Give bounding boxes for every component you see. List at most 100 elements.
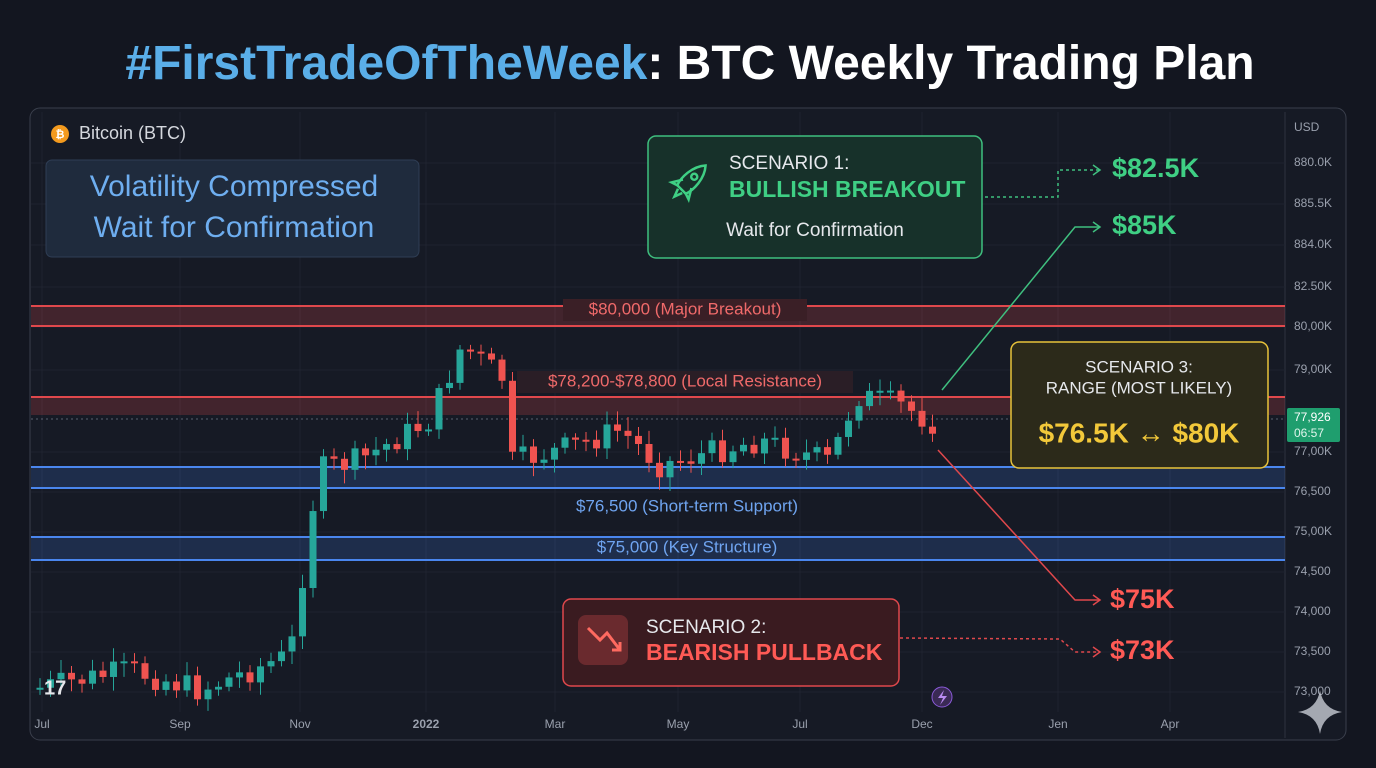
candle-body [131, 661, 138, 664]
time-label: 2022 [413, 717, 440, 731]
candle-body [498, 359, 506, 381]
candle-body [173, 681, 180, 691]
candle-body [572, 437, 579, 440]
note-box [45, 159, 420, 258]
scenario-label: SCENARIO 2: [646, 617, 766, 638]
candle-body [47, 679, 54, 688]
arrow-head [1092, 221, 1102, 233]
note-line: Volatility Compressed [90, 170, 378, 203]
candle-body [414, 423, 422, 432]
candle-body [393, 444, 401, 450]
candle-body [624, 430, 632, 436]
candle-body [89, 670, 96, 684]
scenario-range: $76.5K ↔ $80K [1039, 417, 1240, 448]
candle-body [887, 390, 894, 393]
candle-body [267, 661, 275, 667]
price-label: 82.50K [1294, 279, 1332, 293]
candle-body [729, 451, 737, 463]
trend-icon [586, 626, 622, 652]
title-rest: : BTC Weekly Trading Plan [647, 37, 1254, 90]
time-label: Nov [289, 717, 310, 731]
target: $85K [1112, 210, 1177, 240]
candle-body [404, 423, 411, 450]
candle-body [656, 462, 663, 478]
price-label: 880.0K [1294, 155, 1332, 169]
candle-body [162, 681, 170, 690]
candle-body [834, 436, 842, 455]
currency: USD [1294, 120, 1320, 134]
level-label-bg [517, 371, 853, 393]
candle-body [635, 435, 642, 444]
candle-body [351, 448, 359, 470]
candle-body [708, 440, 716, 454]
scenario-subtitle: Wait for Confirmation [726, 220, 904, 241]
candle-body [603, 424, 611, 449]
candle-body [824, 447, 831, 455]
tv-logo: 17 [44, 677, 66, 699]
candle-body [551, 447, 558, 460]
candle-body [425, 429, 432, 432]
time-label: Jen [1048, 717, 1067, 731]
arrow [937, 449, 1100, 601]
candle-body [740, 444, 747, 452]
rocket-icon [668, 164, 707, 203]
candle-body [215, 686, 222, 690]
price-label: 74,000 [1294, 604, 1331, 618]
candle-body [57, 672, 65, 680]
time-label: May [667, 717, 690, 731]
candle-body [309, 511, 317, 589]
candle-body [467, 349, 474, 352]
candle-body [194, 675, 201, 700]
candles [36, 344, 936, 711]
price-label: 76,500 [1294, 484, 1331, 498]
candle-body [582, 439, 590, 442]
candle-body [225, 677, 233, 687]
candle-body [855, 406, 863, 421]
candle-body [782, 437, 789, 459]
candle-body [866, 390, 873, 407]
candle-body [257, 666, 264, 683]
chart-panel [29, 107, 1347, 741]
price-label: 77,00K [1294, 444, 1332, 458]
candle-body [78, 679, 86, 684]
time-label: Jul [34, 717, 49, 731]
time-label: Mar [545, 717, 566, 731]
candle-body [383, 444, 390, 450]
time-label: Dec [911, 717, 932, 731]
candle-body [771, 437, 779, 440]
candle-body [477, 351, 485, 354]
candle-body [561, 437, 569, 448]
target: $73K [1110, 635, 1175, 665]
lightning-glyph [938, 690, 947, 705]
candle-body [288, 636, 296, 652]
candle-body [918, 410, 926, 427]
price-label: 73,500 [1294, 644, 1331, 658]
candle-body [372, 449, 380, 456]
note-line: Wait for Confirmation [94, 211, 375, 244]
level-label: $76,500 (Short-term Support) [576, 496, 798, 515]
candle-body [876, 390, 884, 393]
last-price-box [1287, 408, 1340, 442]
candle-body [110, 661, 117, 677]
candle-body [845, 420, 852, 437]
candle-body [341, 458, 348, 470]
price-label: 885.5K [1294, 196, 1332, 210]
btc-glyph: ₿ [56, 129, 65, 141]
arrow [941, 226, 1100, 391]
arrow-head [1092, 164, 1102, 176]
zone-structure [31, 537, 1285, 560]
candle-body [761, 438, 768, 454]
candle-body [792, 458, 800, 461]
candle-body [750, 444, 758, 454]
candle-body [929, 426, 936, 434]
price-label: 884.0K [1294, 237, 1332, 251]
candle-body [897, 390, 905, 402]
candle-body [519, 446, 527, 452]
candle-body [68, 672, 75, 680]
candle-body [593, 439, 600, 449]
candle-body [446, 382, 453, 389]
zone-local [31, 397, 1285, 415]
arrow [899, 637, 1100, 653]
trend-icon-bg [578, 615, 628, 665]
scenario-name: BEARISH PULLBACK [646, 639, 883, 665]
